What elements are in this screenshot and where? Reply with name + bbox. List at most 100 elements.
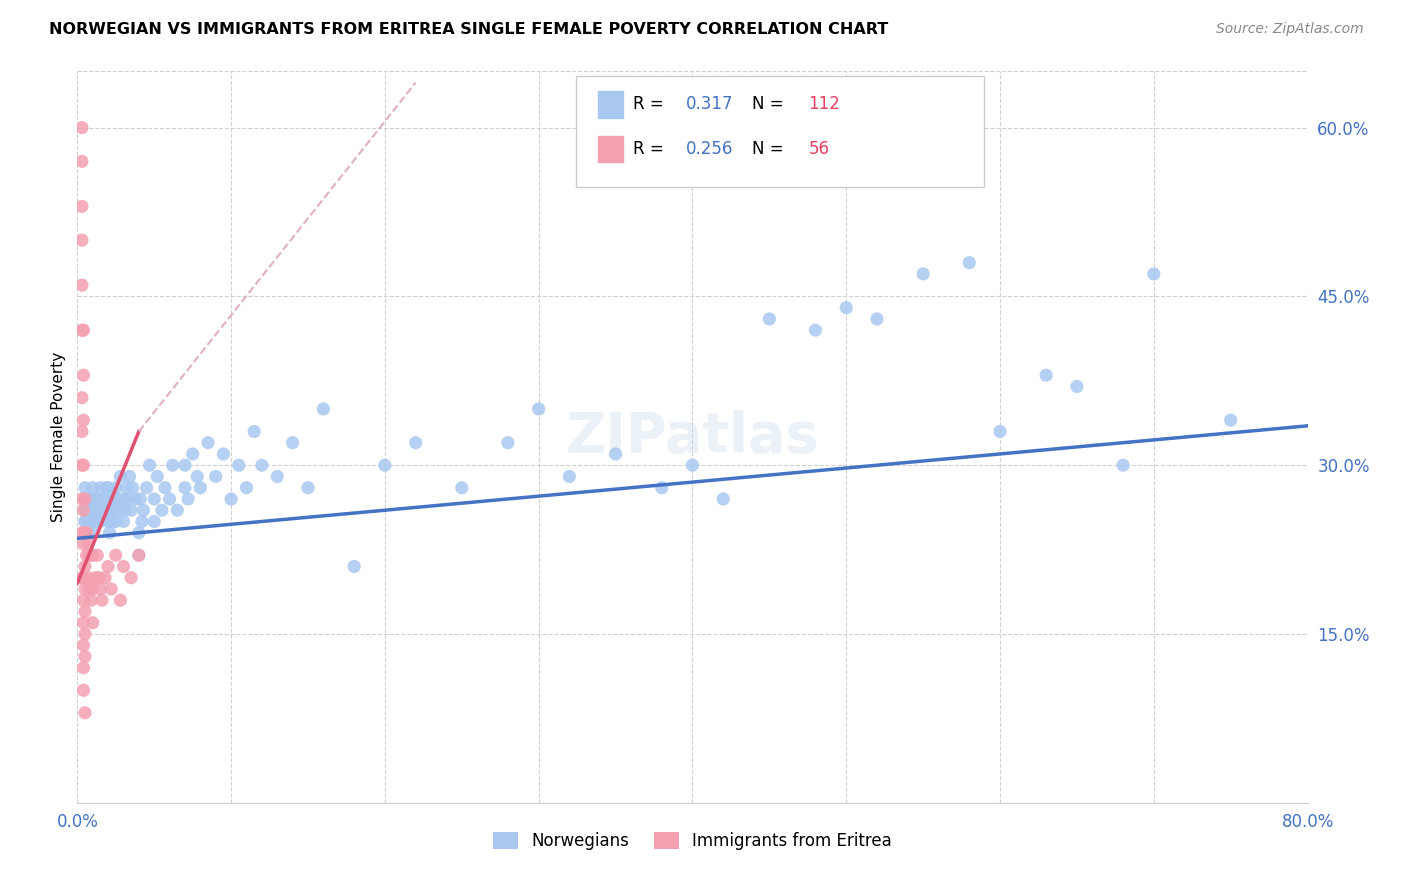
Point bbox=[86, 491, 108, 506]
Point bbox=[82, 491, 104, 506]
Point bbox=[79, 503, 101, 517]
Point bbox=[72, 503, 94, 517]
Point bbox=[174, 481, 197, 495]
Point bbox=[266, 469, 288, 483]
Point bbox=[89, 515, 111, 529]
Point bbox=[132, 503, 155, 517]
Point bbox=[84, 491, 107, 506]
Point bbox=[103, 491, 125, 506]
Point bbox=[250, 458, 273, 473]
Point bbox=[162, 458, 184, 473]
Point bbox=[219, 491, 242, 506]
Y-axis label: Single Female Poverty: Single Female Poverty bbox=[51, 352, 66, 522]
Point bbox=[77, 503, 100, 517]
Point bbox=[235, 481, 257, 495]
Point bbox=[70, 278, 93, 293]
Point bbox=[405, 435, 427, 450]
Point bbox=[804, 323, 827, 337]
Point bbox=[86, 515, 108, 529]
Point bbox=[125, 491, 148, 506]
Point bbox=[188, 481, 212, 495]
Point bbox=[96, 481, 118, 495]
Point bbox=[131, 515, 153, 529]
Point bbox=[866, 312, 889, 326]
Point bbox=[82, 491, 104, 506]
Point bbox=[72, 537, 94, 551]
Point bbox=[1112, 458, 1135, 473]
Point bbox=[110, 469, 132, 483]
Point bbox=[101, 503, 124, 517]
Point bbox=[80, 593, 103, 607]
Point bbox=[82, 481, 104, 495]
Point bbox=[84, 503, 107, 517]
Point bbox=[97, 503, 120, 517]
Point bbox=[177, 491, 200, 506]
Point bbox=[72, 638, 94, 652]
Point bbox=[70, 154, 93, 169]
Point bbox=[166, 503, 188, 517]
Point bbox=[120, 503, 142, 517]
Point bbox=[73, 605, 96, 619]
Point bbox=[153, 481, 176, 495]
Text: R =: R = bbox=[633, 95, 669, 113]
Point bbox=[115, 481, 138, 495]
Point bbox=[73, 649, 96, 664]
Point bbox=[73, 525, 96, 540]
Point bbox=[118, 469, 141, 483]
Point bbox=[72, 458, 94, 473]
Point bbox=[146, 469, 169, 483]
Point bbox=[135, 481, 157, 495]
Point bbox=[120, 571, 142, 585]
Point bbox=[72, 571, 94, 585]
Point bbox=[89, 582, 111, 596]
Point bbox=[73, 481, 96, 495]
Point bbox=[100, 515, 122, 529]
Point bbox=[682, 458, 704, 473]
Point bbox=[90, 593, 114, 607]
Point bbox=[758, 312, 780, 326]
Point bbox=[82, 582, 104, 596]
Point bbox=[72, 661, 94, 675]
Point bbox=[108, 503, 131, 517]
Point bbox=[450, 481, 472, 495]
Point bbox=[82, 525, 104, 540]
Point bbox=[73, 491, 96, 506]
Text: 112: 112 bbox=[808, 95, 841, 113]
Point bbox=[76, 548, 98, 562]
Point bbox=[150, 503, 173, 517]
Point bbox=[80, 515, 103, 529]
Point bbox=[76, 525, 98, 540]
Point bbox=[605, 447, 627, 461]
Point bbox=[73, 515, 96, 529]
Point bbox=[82, 503, 104, 517]
Point bbox=[87, 503, 110, 517]
Text: Source: ZipAtlas.com: Source: ZipAtlas.com bbox=[1216, 22, 1364, 37]
Point bbox=[312, 401, 335, 416]
Point bbox=[651, 481, 673, 495]
Point bbox=[70, 458, 93, 473]
Point bbox=[73, 706, 96, 720]
Point bbox=[73, 491, 96, 506]
Point bbox=[97, 515, 120, 529]
Point bbox=[835, 301, 858, 315]
Point bbox=[988, 425, 1011, 439]
Point bbox=[558, 469, 581, 483]
Point bbox=[70, 491, 93, 506]
Point bbox=[72, 413, 94, 427]
Point bbox=[181, 447, 204, 461]
Point bbox=[97, 559, 120, 574]
Point bbox=[93, 491, 115, 506]
Point bbox=[73, 503, 96, 517]
Point bbox=[128, 548, 150, 562]
Point bbox=[82, 548, 104, 562]
Point bbox=[77, 571, 100, 585]
Text: NORWEGIAN VS IMMIGRANTS FROM ERITREA SINGLE FEMALE POVERTY CORRELATION CHART: NORWEGIAN VS IMMIGRANTS FROM ERITREA SIN… bbox=[49, 22, 889, 37]
Point bbox=[957, 255, 980, 269]
Point bbox=[711, 491, 734, 506]
Point bbox=[159, 491, 181, 506]
Point bbox=[912, 267, 935, 281]
Point bbox=[374, 458, 396, 473]
Point bbox=[121, 481, 143, 495]
Point bbox=[70, 120, 93, 135]
Point bbox=[212, 447, 235, 461]
